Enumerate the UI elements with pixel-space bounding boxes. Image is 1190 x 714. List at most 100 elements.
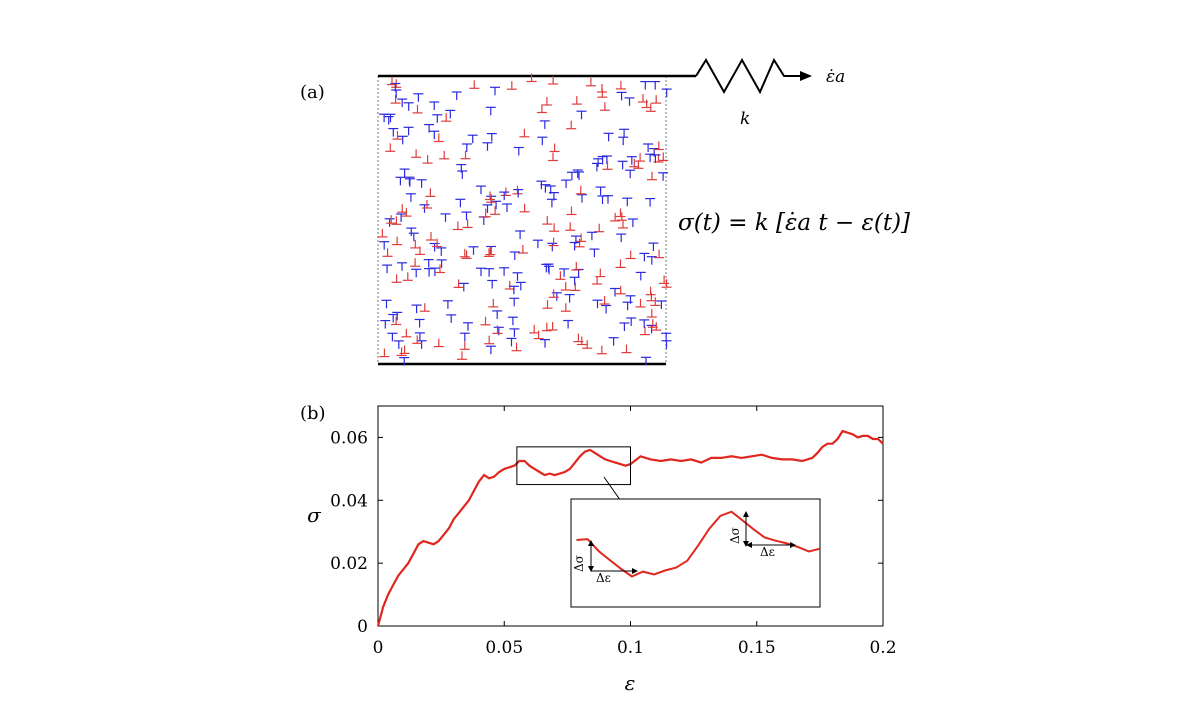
- dislocation-icon: [411, 149, 422, 158]
- y-axis: 0 0.02 0.04 0.06: [330, 428, 883, 637]
- dislocation-icon: [559, 268, 570, 277]
- dislocation-icon: [493, 326, 504, 336]
- y-tick-label: 0.06: [330, 428, 368, 448]
- dislocation-icon: [572, 169, 583, 178]
- dislocation-icon: [397, 98, 408, 108]
- dislocation-icon: [640, 326, 650, 336]
- dislocation-icon: [529, 324, 540, 334]
- dislocation-icon: [533, 330, 544, 340]
- dislocation-icon: [585, 77, 596, 87]
- dislocation-icon: [425, 188, 436, 197]
- dislocation-icon: [576, 110, 587, 120]
- dislocation-icon: [618, 136, 629, 146]
- dislocation-icon: [480, 208, 491, 218]
- dislocation-icon: [424, 123, 435, 133]
- dislocation-icon: [476, 185, 486, 195]
- dislocation-icon: [388, 313, 399, 323]
- dislocation-icon: [396, 347, 407, 356]
- dislocation-icon: [511, 342, 522, 352]
- dislocation-icon: [397, 135, 408, 145]
- dislocation-icon: [403, 126, 414, 136]
- dislocation-icon: [641, 99, 652, 109]
- dislocation-icon: [571, 262, 582, 271]
- dislocation-icon: [392, 131, 403, 140]
- dislocation-icon: [406, 227, 417, 237]
- arrowhead-icon: [632, 568, 638, 574]
- dislocation-icon: [645, 153, 656, 163]
- dislocation-icon: [627, 218, 638, 227]
- dislocation-icon: [445, 109, 456, 119]
- dislocation-icon: [560, 282, 571, 291]
- dislocation-icon: [410, 239, 421, 249]
- dislocation-icon: [641, 356, 651, 366]
- x-axis-label: ε: [625, 671, 636, 695]
- dislocation-icon: [624, 97, 635, 106]
- dislocation-icon: [608, 337, 619, 346]
- dislocation-icon: [478, 216, 489, 225]
- dislocation-icon: [610, 212, 621, 222]
- arrowhead-icon: [743, 511, 749, 517]
- dislocation-icon: [392, 311, 403, 321]
- dislocation-icon: [650, 80, 661, 90]
- dislocation-icon: [429, 101, 440, 110]
- dislocation-icon: [459, 341, 470, 350]
- dislocation-icon: [385, 143, 396, 152]
- dislocation-icon: [540, 339, 550, 348]
- dislocation-icon: [549, 143, 560, 153]
- y-axis-label: σ: [307, 503, 322, 527]
- dislocation-icon: [499, 191, 510, 201]
- dislocation-icon: [391, 89, 402, 98]
- dislocation-icon: [506, 81, 517, 90]
- dislocation-icon: [621, 344, 632, 354]
- dislocation-icon: [639, 252, 650, 262]
- dislocation-icon: [460, 150, 471, 160]
- dislocation-icon: [647, 171, 657, 181]
- dislocation-icon: [419, 303, 430, 312]
- dislocation-icon: [570, 282, 581, 291]
- dislocation-icon: [603, 195, 613, 204]
- dislocation-icon: [485, 191, 495, 201]
- dislocation-icon: [412, 104, 423, 114]
- dislocation-icon: [566, 120, 577, 130]
- simulation-box: [377, 73, 696, 366]
- dislocation-icon: [594, 223, 605, 233]
- arrow-icon: [800, 71, 812, 81]
- dislocation-icon: [566, 206, 577, 216]
- arrowhead-icon: [746, 542, 752, 548]
- dislocation-icon: [515, 230, 526, 239]
- inset-line: [576, 510, 821, 578]
- delta-sigma-label-1: Δσ: [572, 555, 586, 572]
- dislocation-icon: [571, 96, 582, 105]
- dislocation-icon: [442, 300, 453, 309]
- dislocation-icon: [619, 128, 630, 138]
- dislocation-icon: [452, 221, 463, 231]
- dislocation-icon: [549, 223, 560, 232]
- dislocation-icon: [654, 249, 665, 259]
- dislocation-icon: [440, 213, 451, 222]
- dislocation-icon: [548, 152, 558, 162]
- dislocation-icon: [658, 152, 669, 161]
- arrowhead-icon: [790, 542, 796, 548]
- dislocation-icon: [602, 161, 613, 170]
- inset-frame: [570, 498, 821, 608]
- dislocation-icon: [379, 241, 390, 250]
- dislocation-icon: [433, 133, 444, 143]
- dislocation-icon: [422, 200, 432, 209]
- dislocation-icon: [597, 156, 608, 165]
- dislocation-icon: [561, 179, 572, 189]
- dislocation-icon: [661, 279, 672, 288]
- dislocation-icon: [485, 246, 496, 256]
- dislocation-icon: [381, 299, 392, 309]
- dislocation-icon: [500, 187, 511, 196]
- dislocation-icon: [499, 267, 510, 276]
- dislocation-icon: [401, 328, 412, 338]
- dislocation-icon: [451, 91, 462, 100]
- dislocation-icon: [592, 299, 603, 309]
- dislocation-icon: [490, 86, 500, 96]
- dislocation-icon: [429, 242, 440, 252]
- dislocation-icon: [650, 297, 661, 306]
- dislocation-icon: [388, 128, 399, 137]
- dislocation-icon: [486, 133, 497, 142]
- dislocation-icon: [519, 128, 530, 138]
